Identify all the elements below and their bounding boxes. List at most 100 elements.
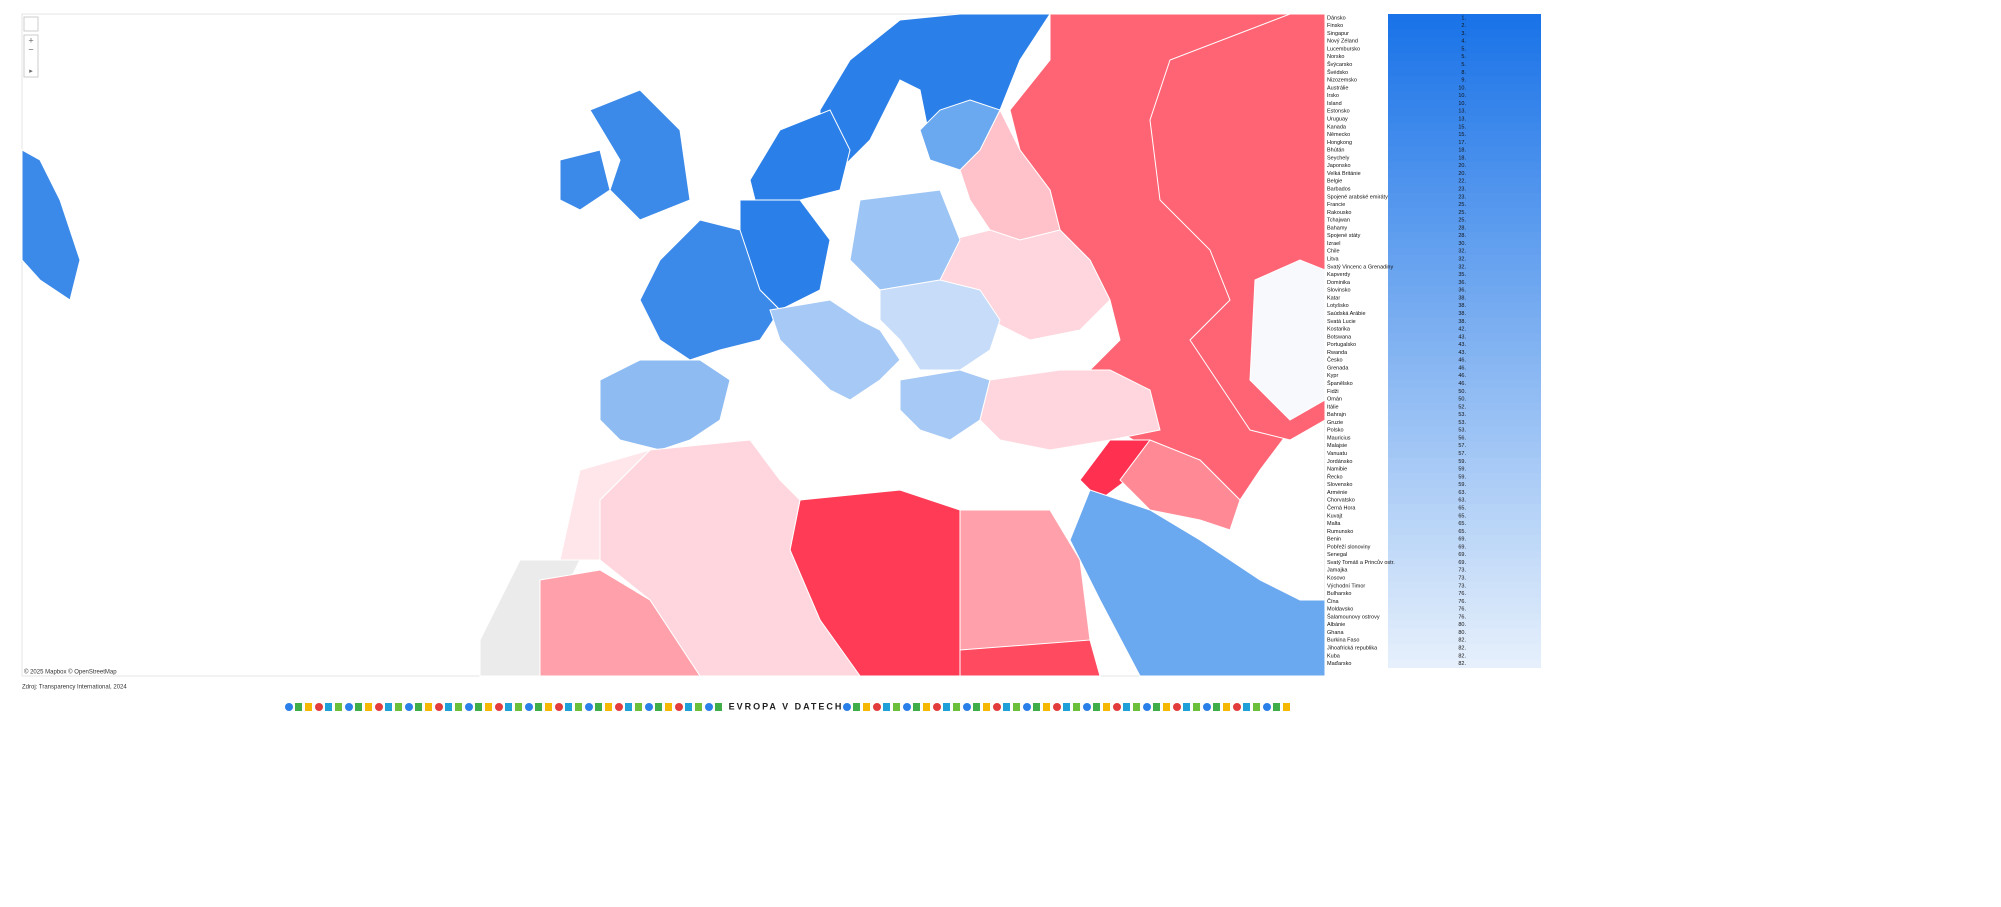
country-name: Čína [1327,598,1340,605]
country [559,149,611,211]
icon [1053,703,1061,711]
icon [505,703,512,711]
rank: 46. [1458,373,1466,379]
icon [535,703,542,711]
rank-cell [1388,161,1541,171]
country-name: Norsko [1327,54,1344,60]
icon [1093,703,1100,711]
rank-cell [1388,457,1541,466]
country-name: Kanada [1327,124,1347,130]
icon [1243,703,1250,711]
country-name: Botswana [1327,334,1352,340]
country-name: Svatý Tomáš a Princův ostr. [1327,559,1395,566]
country-name: Arménie [1327,490,1347,496]
search-button[interactable] [23,16,39,32]
map [21,13,1326,677]
rank: 13. [1458,116,1466,122]
rank: 63. [1458,490,1466,496]
country-name: Saúdská Arábie [1327,311,1366,317]
rank-cell [1388,76,1541,85]
rank-cell [1388,52,1541,62]
country-name: Jamajka [1327,568,1348,574]
country-name: Izrael [1327,241,1340,247]
rank: 82. [1458,638,1466,644]
rank: 59. [1458,482,1466,488]
rank: 38. [1458,311,1466,317]
zoom-controls[interactable] [23,34,39,78]
rank-cell [1388,192,1541,202]
icon [1073,703,1080,711]
rank-cell [1388,239,1541,248]
country-name: Bahamy [1327,225,1347,231]
play[interactable]: ▸ [29,68,33,75]
rank: 36. [1458,280,1466,286]
icon [685,703,692,711]
rank-cell [1388,519,1541,528]
icon [913,703,920,711]
country-name: Lucembursko [1327,46,1360,52]
rank-cell [1388,527,1541,536]
country-name: Svatý Vincenc a Grenadiny [1327,264,1393,270]
icon [1203,703,1211,711]
rank: 65. [1458,521,1466,527]
country-name: Chorvatsko [1327,498,1355,504]
rank: 82. [1458,653,1466,659]
country-name: Německo [1327,132,1350,138]
country-name: Ghana [1327,630,1344,636]
rank-cell [1388,535,1541,544]
rank-cell [1388,255,1541,264]
rank: 65. [1458,513,1466,519]
rank: 76. [1458,591,1466,597]
country-name: Jordánsko [1327,459,1352,465]
rank: 73. [1458,576,1466,582]
rank: 59. [1458,474,1466,480]
rank-cell [1388,558,1541,567]
country-name: Maďarsko [1327,661,1351,667]
rank-cell [1388,418,1541,427]
rank-cell [1388,29,1541,38]
rank-cell [1388,488,1541,497]
icon [1223,703,1230,711]
zoom-out[interactable]: − [28,44,33,54]
icon [1013,703,1020,711]
rank-cell [1388,659,1541,669]
rank: 28. [1458,233,1466,239]
rank-cell [1388,403,1541,412]
country-name: Tchajwan [1327,218,1350,224]
rank-cell [1388,348,1541,357]
rank-cell [1388,636,1541,645]
rank-cell [1388,628,1541,637]
icon [665,703,672,711]
icon [1043,703,1050,711]
rank-cell [1388,340,1541,350]
rank: 69. [1458,560,1466,566]
icon [525,703,533,711]
icon [1233,703,1241,711]
rank-cell [1388,410,1541,420]
rank: 25. [1458,210,1466,216]
country-name: Rwanda [1327,350,1348,356]
country-name: Fidži [1327,389,1339,395]
rank-cell [1388,115,1541,124]
country-name: Namibie [1327,467,1347,473]
icon [385,703,392,711]
rank: 65. [1458,529,1466,535]
country-name: Bulharsko [1327,591,1351,597]
country-name: Spojené arabské emiráty [1327,194,1388,200]
country-name: Katar [1327,295,1340,301]
rank-cell [1388,449,1541,458]
rank: 35. [1458,272,1466,278]
rank: 36. [1458,288,1466,294]
rank: 23. [1458,187,1466,193]
icon [715,703,722,711]
icon [485,703,492,711]
rank-cell [1388,473,1541,482]
rank: 28. [1458,225,1466,231]
map-controls: + − ▸ [23,16,39,78]
zoom-in[interactable]: + [28,35,33,45]
icon [305,703,312,711]
country-name: Kuba [1327,653,1341,659]
rank-cell [1388,613,1541,622]
icon [1183,703,1190,711]
rank: 80. [1458,630,1466,636]
